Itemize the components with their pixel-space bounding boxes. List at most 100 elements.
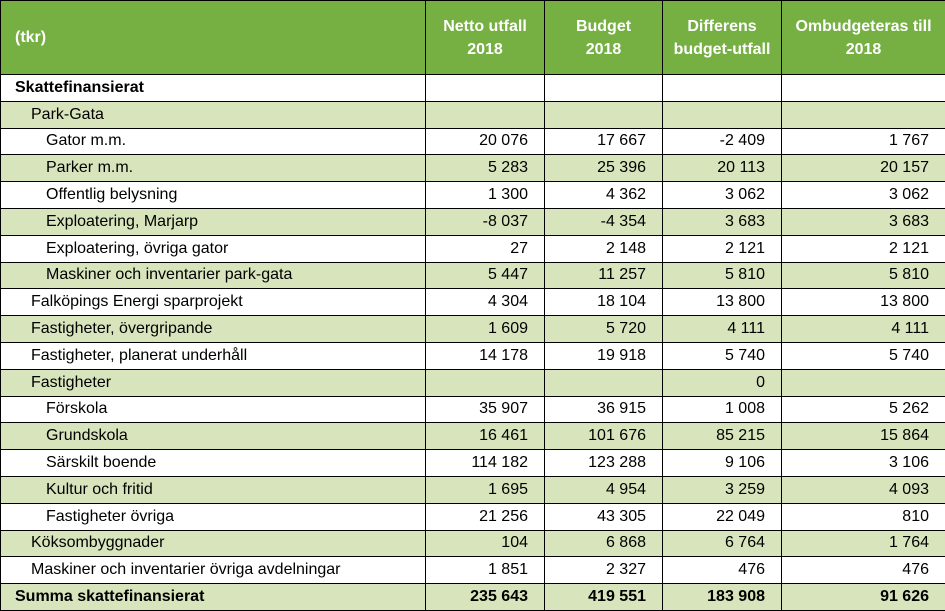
header-differens: Differens budget-utfall bbox=[663, 1, 782, 75]
cell-col2 bbox=[545, 101, 663, 128]
cell-col1: 27 bbox=[426, 235, 545, 262]
row-label: Maskiner och inventarier park-gata bbox=[1, 262, 426, 289]
cell-col3: 3 683 bbox=[663, 208, 782, 235]
cell-col2: 419 551 bbox=[545, 584, 663, 611]
row-label: Maskiner och inventarier övriga avdelnin… bbox=[1, 557, 426, 584]
header-line: budget-utfall bbox=[667, 38, 777, 61]
cell-col2: 5 720 bbox=[545, 316, 663, 343]
row-label: Offentlig belysning bbox=[1, 182, 426, 209]
cell-col3 bbox=[663, 75, 782, 102]
cell-col2: 17 667 bbox=[545, 128, 663, 155]
cell-col1 bbox=[426, 101, 545, 128]
cell-col1: 1 300 bbox=[426, 182, 545, 209]
cell-col3: 9 106 bbox=[663, 450, 782, 477]
row-label: Kultur och fritid bbox=[1, 476, 426, 503]
row-label: Falköpings Energi sparprojekt bbox=[1, 289, 426, 316]
row-label: Summa skattefinansierat bbox=[1, 584, 426, 611]
cell-col2: 2 327 bbox=[545, 557, 663, 584]
cell-col4: 2 121 bbox=[782, 235, 945, 262]
row-label: Exploatering, övriga gator bbox=[1, 235, 426, 262]
cell-col3: 0 bbox=[663, 369, 782, 396]
cell-col3 bbox=[663, 101, 782, 128]
header-budget: Budget 2018 bbox=[545, 1, 663, 75]
cell-col1: 1 851 bbox=[426, 557, 545, 584]
row-label: Förskola bbox=[1, 396, 426, 423]
cell-col3: 22 049 bbox=[663, 503, 782, 530]
cell-col4: 5 740 bbox=[782, 342, 945, 369]
cell-col4: 13 800 bbox=[782, 289, 945, 316]
cell-col2: 19 918 bbox=[545, 342, 663, 369]
header-ombudgeteras: Ombudgeteras till 2018 bbox=[782, 1, 945, 75]
cell-col4 bbox=[782, 369, 945, 396]
cell-col2: 4 954 bbox=[545, 476, 663, 503]
cell-col1: 21 256 bbox=[426, 503, 545, 530]
cell-col1: 35 907 bbox=[426, 396, 545, 423]
cell-col3: 5 740 bbox=[663, 342, 782, 369]
row-label: Parker m.m. bbox=[1, 155, 426, 182]
row-label: Exploatering, Marjarp bbox=[1, 208, 426, 235]
cell-col1: -8 037 bbox=[426, 208, 545, 235]
cell-col2: 43 305 bbox=[545, 503, 663, 530]
cell-col4: 1 764 bbox=[782, 530, 945, 557]
row-label: Fastigheter övriga bbox=[1, 503, 426, 530]
cell-col3: 3 062 bbox=[663, 182, 782, 209]
cell-col3: 85 215 bbox=[663, 423, 782, 450]
row-label: Skattefinansierat bbox=[1, 75, 426, 102]
header-row: (tkr) Netto utfall 2018 Budget 2018 Diff… bbox=[1, 1, 945, 75]
header-line: 2018 bbox=[786, 38, 941, 61]
cell-col3: 5 810 bbox=[663, 262, 782, 289]
cell-col4: 5 810 bbox=[782, 262, 945, 289]
header-line: Ombudgeteras till bbox=[786, 15, 941, 38]
cell-col3: 183 908 bbox=[663, 584, 782, 611]
cell-col3: 13 800 bbox=[663, 289, 782, 316]
cell-col1: 5 283 bbox=[426, 155, 545, 182]
cell-col4: 5 262 bbox=[782, 396, 945, 423]
cell-col2: 6 868 bbox=[545, 530, 663, 557]
section-row: Skattefinansierat bbox=[1, 75, 945, 102]
cell-col3: 476 bbox=[663, 557, 782, 584]
cell-col1: 14 178 bbox=[426, 342, 545, 369]
header-line: Budget bbox=[549, 15, 658, 38]
cell-col3: -2 409 bbox=[663, 128, 782, 155]
cell-col4: 91 626 bbox=[782, 584, 945, 611]
cell-col2: 101 676 bbox=[545, 423, 663, 450]
cell-col2 bbox=[545, 369, 663, 396]
table-row: Park-Gata bbox=[1, 101, 945, 128]
header-line: 2018 bbox=[430, 38, 540, 61]
cell-col1 bbox=[426, 75, 545, 102]
cell-col1: 114 182 bbox=[426, 450, 545, 477]
cell-col1: 5 447 bbox=[426, 262, 545, 289]
cell-col2: 11 257 bbox=[545, 262, 663, 289]
cell-col4: 20 157 bbox=[782, 155, 945, 182]
cell-col4: 1 767 bbox=[782, 128, 945, 155]
header-line: Differens bbox=[667, 15, 777, 38]
cell-col1: 16 461 bbox=[426, 423, 545, 450]
cell-col3: 2 121 bbox=[663, 235, 782, 262]
cell-col4: 476 bbox=[782, 557, 945, 584]
cell-col4: 15 864 bbox=[782, 423, 945, 450]
row-label: Särskilt boende bbox=[1, 450, 426, 477]
cell-col1: 20 076 bbox=[426, 128, 545, 155]
cell-col2: -4 354 bbox=[545, 208, 663, 235]
cell-col4: 3 683 bbox=[782, 208, 945, 235]
row-label: Fastigheter, planerat underhåll bbox=[1, 342, 426, 369]
cell-col1: 1 609 bbox=[426, 316, 545, 343]
cell-col4: 4 111 bbox=[782, 316, 945, 343]
row-label: Köksombyggnader bbox=[1, 530, 426, 557]
cell-col2 bbox=[545, 75, 663, 102]
row-label: Gator m.m. bbox=[1, 128, 426, 155]
cell-col4 bbox=[782, 75, 945, 102]
cell-col4: 810 bbox=[782, 503, 945, 530]
